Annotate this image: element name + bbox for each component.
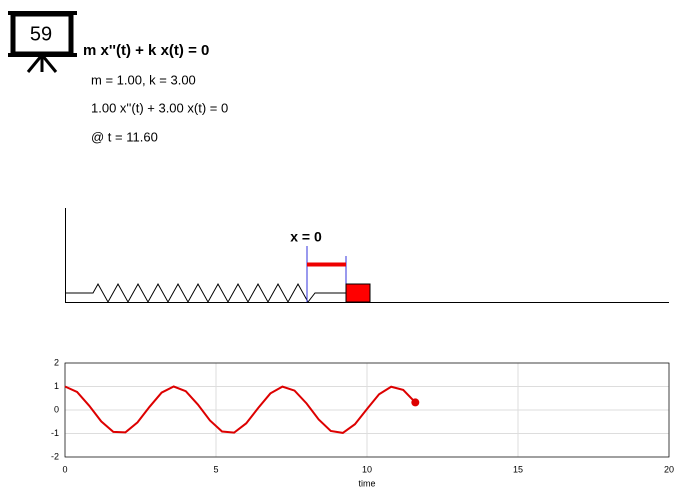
instance: 1.00 x''(t) + 3.00 x(t) = 0 (91, 100, 228, 115)
x-tick-label: 5 (213, 464, 218, 474)
y-tick-label: 0 (54, 404, 59, 414)
current-point (411, 398, 420, 407)
plot-frame (64, 362, 670, 458)
y-tick-label: 2 (54, 357, 59, 367)
x-tick-label: 15 (513, 464, 523, 474)
origin-label: x = 0 (290, 229, 322, 245)
equation: m x''(t) + k x(t) = 0 (83, 42, 209, 59)
mass (345, 283, 371, 303)
spring (65, 282, 346, 304)
time: @ t = 11.60 (91, 129, 158, 144)
x-axis-label: time (358, 478, 375, 488)
y-tick-label: -1 (51, 428, 59, 438)
x-tick-label: 20 (664, 464, 674, 474)
line (64, 385, 417, 434)
x-tick-label: 0 (62, 464, 67, 474)
badge-number: 59 (30, 23, 52, 45)
params: m = 1.00, k = 3.00 (91, 72, 196, 87)
y-tick-label: -2 (51, 451, 59, 461)
x-tick-label: 10 (362, 464, 372, 474)
spring-diagram (65, 208, 669, 304)
y-tick-label: 1 (54, 381, 59, 391)
badge-icon (8, 11, 77, 73)
